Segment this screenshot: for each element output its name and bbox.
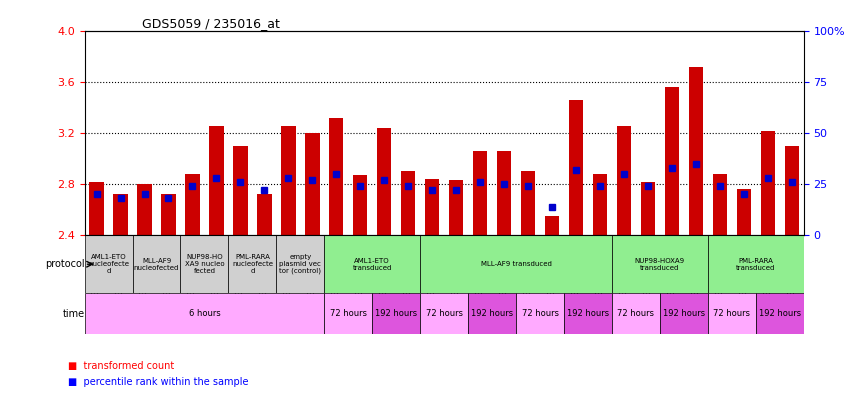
Bar: [137, 184, 151, 235]
Bar: [233, 146, 248, 235]
Text: 6 hours: 6 hours: [189, 309, 220, 318]
FancyBboxPatch shape: [277, 235, 324, 293]
Bar: [281, 126, 295, 235]
FancyBboxPatch shape: [708, 235, 804, 293]
Bar: [449, 180, 464, 235]
Text: 192 hours: 192 hours: [567, 309, 609, 318]
Bar: [329, 118, 343, 235]
Text: 72 hours: 72 hours: [713, 309, 750, 318]
Text: 192 hours: 192 hours: [471, 309, 514, 318]
Bar: [593, 174, 607, 235]
FancyBboxPatch shape: [612, 293, 660, 334]
FancyBboxPatch shape: [564, 293, 612, 334]
Text: PML-RARA
nucleofecte
d: PML-RARA nucleofecte d: [232, 254, 273, 274]
Bar: [545, 216, 559, 235]
Bar: [712, 174, 727, 235]
FancyBboxPatch shape: [85, 293, 324, 334]
Bar: [401, 171, 415, 235]
Bar: [305, 133, 320, 235]
Text: MLL-AF9
nucleofected: MLL-AF9 nucleofected: [134, 258, 179, 271]
Bar: [569, 100, 583, 235]
Text: 72 hours: 72 hours: [330, 309, 367, 318]
Bar: [761, 131, 775, 235]
FancyBboxPatch shape: [324, 293, 372, 334]
Text: NUP98-HOXA9
transduced: NUP98-HOXA9 transduced: [634, 258, 685, 271]
Bar: [473, 151, 487, 235]
Text: ■  transformed count: ■ transformed count: [68, 362, 174, 371]
FancyBboxPatch shape: [755, 293, 804, 334]
Bar: [425, 179, 439, 235]
Text: AML1-ETO
transduced: AML1-ETO transduced: [353, 258, 392, 271]
Bar: [113, 195, 128, 235]
FancyBboxPatch shape: [324, 235, 420, 293]
FancyBboxPatch shape: [420, 235, 612, 293]
FancyBboxPatch shape: [612, 235, 708, 293]
Bar: [257, 195, 272, 235]
Text: time: time: [63, 309, 85, 319]
FancyBboxPatch shape: [372, 293, 420, 334]
Bar: [353, 175, 367, 235]
Bar: [90, 182, 104, 235]
Bar: [640, 182, 655, 235]
FancyBboxPatch shape: [516, 293, 564, 334]
Text: protocol: protocol: [45, 259, 85, 269]
Text: ■  percentile rank within the sample: ■ percentile rank within the sample: [68, 377, 248, 387]
FancyBboxPatch shape: [660, 293, 708, 334]
Text: 192 hours: 192 hours: [759, 309, 801, 318]
Text: 72 hours: 72 hours: [521, 309, 558, 318]
FancyBboxPatch shape: [180, 235, 228, 293]
Bar: [209, 126, 223, 235]
Bar: [784, 146, 799, 235]
Text: 192 hours: 192 hours: [375, 309, 417, 318]
FancyBboxPatch shape: [468, 293, 516, 334]
FancyBboxPatch shape: [228, 235, 277, 293]
Bar: [162, 195, 176, 235]
FancyBboxPatch shape: [708, 293, 755, 334]
Bar: [185, 174, 200, 235]
Text: 192 hours: 192 hours: [662, 309, 705, 318]
Text: 72 hours: 72 hours: [426, 309, 463, 318]
Text: AML1-ETO
nucleofecte
d: AML1-ETO nucleofecte d: [88, 254, 129, 274]
FancyBboxPatch shape: [85, 235, 133, 293]
Bar: [665, 88, 679, 235]
Bar: [689, 67, 703, 235]
Bar: [521, 171, 536, 235]
Bar: [377, 128, 392, 235]
Text: PML-RARA
transduced: PML-RARA transduced: [736, 258, 776, 271]
Text: 72 hours: 72 hours: [618, 309, 655, 318]
Bar: [497, 151, 511, 235]
Text: empty
plasmid vec
tor (control): empty plasmid vec tor (control): [279, 254, 321, 274]
Text: MLL-AF9 transduced: MLL-AF9 transduced: [481, 261, 552, 267]
FancyBboxPatch shape: [133, 235, 180, 293]
Bar: [617, 126, 631, 235]
Bar: [737, 189, 751, 235]
Text: GDS5059 / 235016_at: GDS5059 / 235016_at: [142, 17, 280, 30]
FancyBboxPatch shape: [420, 293, 468, 334]
Text: NUP98-HO
XA9 nucleo
fected: NUP98-HO XA9 nucleo fected: [184, 254, 224, 274]
